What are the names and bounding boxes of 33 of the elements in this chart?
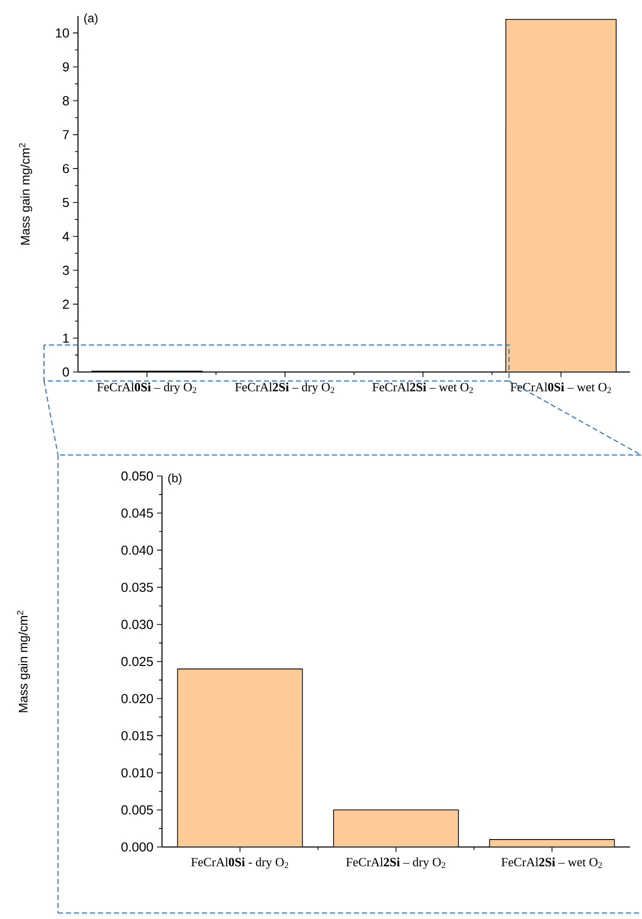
chart-title: (a) bbox=[84, 14, 98, 25]
y-tick-label: 3 bbox=[62, 266, 69, 275]
y-axis-title: Mass gain mg/cm$^{2}$ bbox=[17, 610, 30, 712]
y-tick-label: 8 bbox=[62, 96, 69, 106]
x-tick-label: FeCrAl2Si – dry O$_{2}$ bbox=[235, 382, 334, 394]
y-axis-title: Mass gain mg/cm$^{2}$ bbox=[19, 143, 32, 245]
y-tick-label: 0.040 bbox=[121, 546, 153, 555]
y-tick-label: 4 bbox=[62, 232, 70, 241]
y-tick-label: 10 bbox=[56, 28, 69, 38]
y-tick-label: 6 bbox=[62, 164, 69, 174]
y-tick-label: 0 bbox=[62, 367, 69, 377]
y-tick-label: 0.005 bbox=[121, 805, 153, 814]
x-tick-label: FeCrAl2Si – wet O$_{2}$ bbox=[501, 858, 602, 868]
y-tick-label: 0.025 bbox=[121, 656, 153, 666]
chart-title: (b) bbox=[168, 474, 182, 485]
x-tick-label: FeCrAl2Si – dry O$_{2}$ bbox=[346, 858, 446, 869]
y-tick-label: 7 bbox=[62, 130, 69, 140]
x-tick-label: FeCrAl0Si – wet O$_{2}$ bbox=[510, 382, 611, 394]
y-tick-label: 0.020 bbox=[121, 694, 153, 704]
x-tick-label: FeCrAl0Si - dry O$_{2}$ bbox=[191, 858, 288, 869]
y-tick-label: 2 bbox=[62, 300, 69, 309]
y-tick-label: 0.045 bbox=[121, 508, 153, 518]
y-tick-label: 0.030 bbox=[121, 620, 153, 629]
y-tick-label: 5 bbox=[62, 198, 69, 208]
y-tick-label: 1 bbox=[63, 334, 69, 343]
x-tick-label: FeCrAl2Si – wet O$_{2}$ bbox=[372, 382, 473, 394]
y-tick-label: 0.010 bbox=[121, 768, 153, 778]
x-tick-label: FeCrAl0Si – dry O$_{2}$ bbox=[97, 382, 196, 394]
y-tick-label: 0.050 bbox=[121, 471, 153, 481]
y-tick-label: 9 bbox=[62, 62, 69, 72]
y-tick-label: 0.035 bbox=[121, 582, 153, 592]
y-tick-label: 0.000 bbox=[121, 842, 153, 852]
y-tick-label: 0.015 bbox=[121, 731, 153, 740]
